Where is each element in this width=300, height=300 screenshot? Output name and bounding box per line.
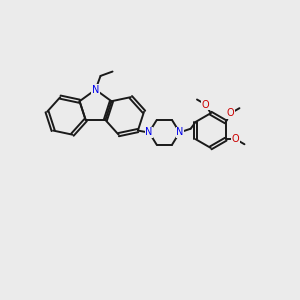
Text: O: O [227,108,235,118]
Text: N: N [176,128,183,137]
Text: N: N [146,128,153,137]
Text: O: O [232,134,240,144]
Text: N: N [92,85,99,94]
Text: O: O [202,100,209,110]
